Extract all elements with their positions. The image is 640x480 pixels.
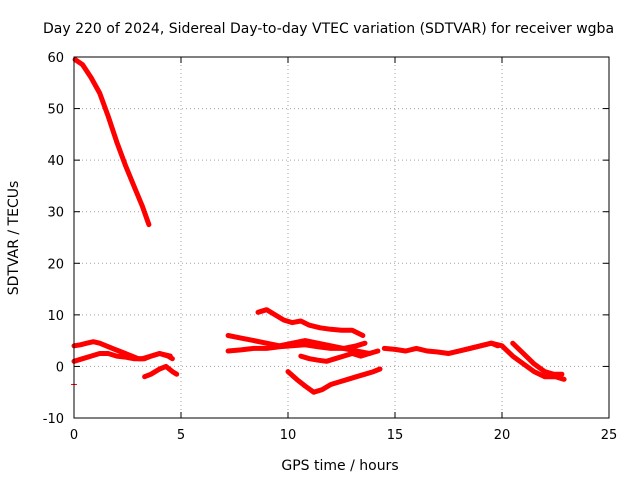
x-tick-label: 5 — [177, 428, 185, 443]
y-tick-label: 30 — [47, 206, 64, 221]
x-tick-label: 20 — [494, 428, 511, 443]
x-tick-label: 15 — [387, 428, 404, 443]
series-track-1 — [72, 57, 152, 228]
y-tick-label: 50 — [47, 103, 64, 118]
y-tick-label: 10 — [47, 309, 64, 324]
chart-title: Day 220 of 2024, Sidereal Day-to-day VTE… — [43, 21, 614, 37]
y-tick-label: -10 — [43, 412, 64, 427]
x-tick-label: 10 — [280, 428, 297, 443]
data-series — [71, 57, 567, 395]
series-track-9 — [298, 348, 381, 364]
y-axis-ticks: -10 0 10 20 30 40 50 60 — [43, 51, 609, 427]
series-track-3 — [71, 351, 173, 364]
series-track-4 — [142, 363, 180, 380]
x-tick-label: 25 — [601, 428, 618, 443]
y-axis-label: SDTVAR / TECUs — [6, 181, 22, 296]
y-tick-label: 40 — [47, 154, 64, 169]
series-track-12 — [510, 340, 565, 377]
plot-frame — [73, 56, 610, 419]
series-track-6 — [225, 340, 368, 354]
y-tick-label: 0 — [56, 360, 64, 375]
series-track-11 — [446, 340, 567, 382]
x-tick-label: 0 — [70, 428, 78, 443]
grid — [74, 57, 609, 418]
series-track-7 — [255, 307, 366, 338]
x-axis-label: GPS time / hours — [281, 458, 398, 474]
y-tick-label: 20 — [47, 257, 64, 272]
series-track-8 — [285, 366, 383, 395]
x-axis-ticks: 0 5 10 15 20 25 — [70, 57, 617, 443]
y-tick-label: 60 — [47, 51, 64, 66]
